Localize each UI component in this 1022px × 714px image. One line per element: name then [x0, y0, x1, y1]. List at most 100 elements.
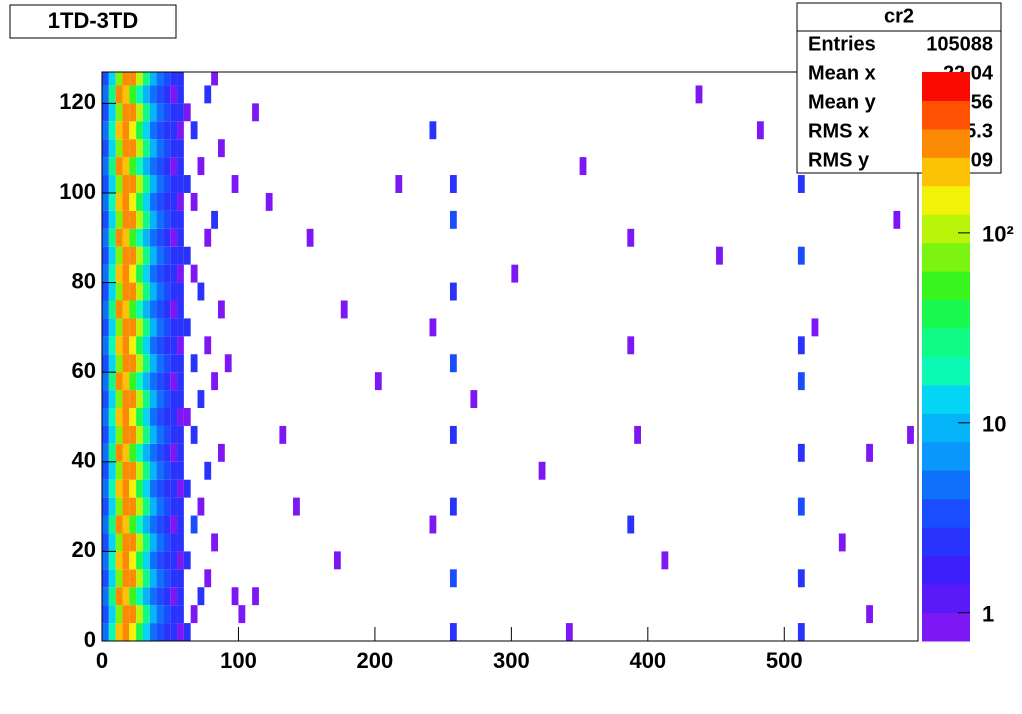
cell	[156, 372, 164, 391]
cell	[340, 300, 348, 319]
cell	[142, 264, 150, 283]
cell	[204, 569, 212, 588]
cell	[102, 175, 109, 193]
cell	[163, 175, 171, 193]
cell	[122, 551, 130, 570]
cell	[122, 318, 130, 337]
cell	[211, 372, 218, 391]
cell	[115, 551, 123, 570]
cell	[115, 497, 123, 516]
cell	[449, 425, 457, 444]
cell	[177, 569, 184, 588]
cell	[102, 551, 109, 570]
cell	[170, 515, 178, 534]
cell	[142, 443, 150, 462]
cell	[122, 443, 130, 462]
cell	[156, 282, 164, 301]
cell	[102, 264, 109, 283]
cell	[183, 246, 191, 265]
cell	[142, 390, 150, 409]
y-tick-label: 100	[59, 179, 96, 204]
cell	[102, 336, 109, 355]
cell	[115, 139, 123, 158]
palette-band	[922, 299, 970, 329]
cell	[136, 300, 143, 319]
cell	[149, 157, 157, 176]
cell	[115, 354, 123, 373]
z-tick-label: 10	[982, 412, 1006, 437]
cell	[149, 264, 157, 283]
cell	[177, 192, 184, 211]
cell	[142, 354, 150, 373]
cell	[108, 264, 116, 283]
cell	[122, 210, 130, 229]
cell	[115, 515, 123, 534]
cell	[197, 587, 205, 606]
cell	[108, 443, 116, 462]
cell	[163, 569, 171, 588]
cell	[142, 533, 150, 552]
cell	[122, 479, 130, 498]
cell	[122, 372, 130, 391]
stats-label: RMS x	[808, 120, 869, 142]
cell	[170, 533, 178, 552]
stats-label: Mean y	[808, 91, 877, 113]
cell	[142, 479, 150, 498]
cell	[136, 210, 143, 229]
cell	[108, 300, 116, 319]
cell	[170, 461, 178, 480]
cell	[156, 425, 164, 444]
cell	[149, 210, 157, 229]
cell	[115, 121, 123, 140]
x-tick-label: 0	[96, 648, 108, 673]
cell	[170, 569, 178, 588]
cell	[149, 354, 157, 373]
cell	[156, 623, 164, 641]
cell	[136, 228, 143, 247]
cell	[129, 425, 137, 444]
palette-band	[922, 527, 970, 557]
cell	[108, 103, 116, 122]
cell	[108, 605, 116, 624]
cell	[142, 408, 150, 426]
cell	[190, 354, 198, 373]
cell	[163, 443, 171, 462]
cell	[102, 623, 109, 641]
cell	[156, 318, 164, 337]
cell	[204, 228, 212, 247]
cell	[136, 336, 143, 355]
cell	[177, 336, 184, 355]
cell	[163, 192, 171, 211]
cell	[115, 479, 123, 498]
cell	[115, 300, 123, 319]
cell	[177, 533, 184, 552]
cell	[177, 210, 184, 229]
cell	[136, 72, 143, 86]
cell	[129, 515, 137, 534]
cell	[163, 390, 171, 409]
cell	[149, 72, 157, 86]
cell	[115, 587, 123, 606]
stats-title: cr2	[884, 5, 914, 27]
cell	[136, 443, 143, 462]
palette-band	[922, 584, 970, 614]
cell	[177, 408, 184, 426]
cell	[122, 569, 130, 588]
cell	[136, 533, 143, 552]
cell	[177, 228, 184, 247]
palette-band	[922, 242, 970, 272]
cell	[252, 103, 259, 122]
cell	[142, 497, 150, 516]
cell	[163, 533, 171, 552]
cell	[102, 103, 109, 122]
cell	[136, 605, 143, 624]
cell	[115, 246, 123, 265]
cell	[149, 192, 157, 211]
palette-band	[922, 413, 970, 443]
cell	[136, 354, 143, 373]
cell	[102, 85, 109, 104]
cell	[149, 336, 157, 355]
cell	[129, 139, 137, 158]
